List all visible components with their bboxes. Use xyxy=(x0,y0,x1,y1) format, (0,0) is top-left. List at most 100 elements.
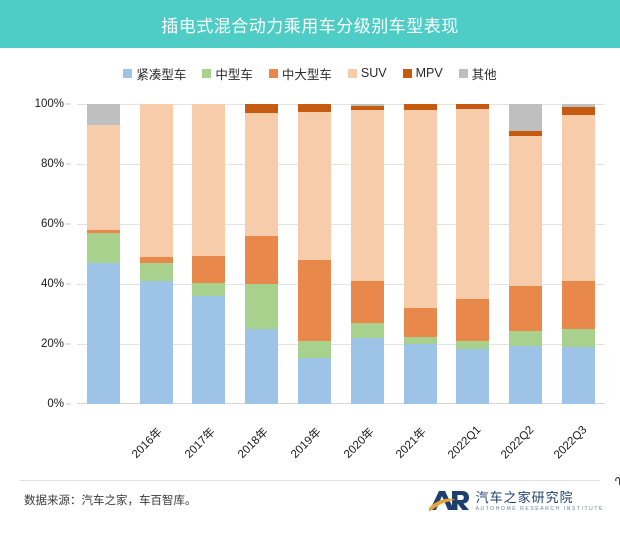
bar-segment[interactable] xyxy=(139,263,173,281)
stacked-bar[interactable] xyxy=(562,104,596,404)
bar-column[interactable] xyxy=(235,104,288,404)
bar-segment[interactable] xyxy=(509,345,543,404)
stacked-bar[interactable] xyxy=(86,104,120,404)
legend-label: 中大型车 xyxy=(281,67,332,82)
bar-segment[interactable] xyxy=(456,299,490,341)
bar-segment[interactable] xyxy=(245,113,279,236)
bar-segment[interactable] xyxy=(403,344,437,404)
bar-segment[interactable] xyxy=(403,110,437,308)
bar-segment[interactable] xyxy=(350,110,384,281)
bar-segment[interactable] xyxy=(509,104,543,131)
bar-segment[interactable] xyxy=(139,281,173,404)
bar-segment[interactable] xyxy=(509,131,543,136)
bar-segment[interactable] xyxy=(86,230,120,233)
bar-column[interactable] xyxy=(447,104,500,404)
bar-segment[interactable] xyxy=(139,257,173,263)
bar-group xyxy=(77,104,605,404)
legend-item-2[interactable]: 中大型车 xyxy=(268,64,332,83)
bar-segment[interactable] xyxy=(509,330,543,346)
chart-legend: 紧凑型车 中型车 中大型车 SUV MPV 其他 xyxy=(0,62,620,84)
legend-item-1[interactable]: 中型车 xyxy=(202,64,253,83)
legend-item-5[interactable]: 其他 xyxy=(458,64,497,83)
bar-segment[interactable] xyxy=(298,260,332,341)
bar-segment[interactable] xyxy=(403,336,437,344)
y-axis-tick-label: 60% xyxy=(40,218,64,230)
x-axis-tick-label: 2022年10月 xyxy=(612,436,620,489)
stacked-bar[interactable] xyxy=(245,104,279,404)
bar-segment[interactable] xyxy=(192,282,226,296)
bar-segment[interactable] xyxy=(350,105,384,110)
bar-segment[interactable] xyxy=(456,341,490,349)
bar-segment[interactable] xyxy=(298,104,332,112)
stacked-bar[interactable] xyxy=(350,104,384,404)
bar-segment[interactable] xyxy=(562,347,596,404)
bar-segment[interactable] xyxy=(245,329,279,404)
plot-wrapper: 0% 20% 40% 60% 80% 100% xyxy=(0,90,620,420)
bar-segment[interactable] xyxy=(245,104,279,113)
y-axis-tick-mark xyxy=(66,283,71,285)
bar-segment[interactable] xyxy=(456,348,490,404)
bar-column[interactable] xyxy=(394,104,447,404)
x-axis-line xyxy=(77,403,605,404)
bar-column[interactable] xyxy=(77,104,130,404)
bar-column[interactable] xyxy=(288,104,341,404)
page-title: 插电式混合动力乘用车分级别车型表现 xyxy=(161,16,459,36)
stacked-bar[interactable] xyxy=(456,104,490,404)
y-axis-tick-mark xyxy=(66,343,71,345)
bar-column[interactable] xyxy=(130,104,183,404)
bar-column[interactable] xyxy=(499,104,552,404)
bar-segment[interactable] xyxy=(245,284,279,329)
x-axis-tick-label: 2020年 xyxy=(341,426,377,461)
bar-segment[interactable] xyxy=(562,114,596,281)
legend-item-4[interactable]: MPV xyxy=(402,66,443,80)
stacked-bar[interactable] xyxy=(139,104,173,404)
stacked-bar[interactable] xyxy=(192,104,226,404)
x-axis-tick-label: 2018年 xyxy=(235,426,271,461)
legend-item-3[interactable]: SUV xyxy=(347,66,387,80)
y-axis-tick-mark xyxy=(66,223,71,225)
y-axis-tick-mark xyxy=(66,163,71,165)
gridline xyxy=(77,104,605,105)
footer-divider xyxy=(20,480,600,481)
legend-label: 其他 xyxy=(471,67,497,82)
bar-segment[interactable] xyxy=(562,329,596,347)
bar-segment[interactable] xyxy=(562,104,596,107)
autohome-research-logo: 汽车之家研究院 AUTOHOME RESEARCH INSTITUTE xyxy=(428,488,604,514)
y-axis-tick-label: 40% xyxy=(40,278,64,290)
stacked-bar[interactable] xyxy=(509,104,543,404)
x-axis-tick-label: 2022Q1 xyxy=(446,424,484,462)
bar-segment[interactable] xyxy=(350,104,384,106)
bar-segment[interactable] xyxy=(192,296,226,404)
bar-segment[interactable] xyxy=(562,107,596,115)
stacked-bar[interactable] xyxy=(298,104,332,404)
bar-segment[interactable] xyxy=(86,104,120,125)
bar-segment[interactable] xyxy=(245,236,279,284)
bar-segment[interactable] xyxy=(562,281,596,329)
bar-column[interactable] xyxy=(552,104,605,404)
legend-item-0[interactable]: 紧凑型车 xyxy=(123,64,186,83)
bar-segment[interactable] xyxy=(192,255,226,283)
logo-en-text: AUTOHOME RESEARCH INSTITUTE xyxy=(475,505,604,512)
y-axis-tick-mark xyxy=(66,403,71,405)
bar-segment[interactable] xyxy=(298,357,332,404)
bar-column[interactable] xyxy=(341,104,394,404)
bar-segment[interactable] xyxy=(509,135,543,286)
bar-segment[interactable] xyxy=(350,338,384,404)
bar-segment[interactable] xyxy=(86,233,120,263)
bar-column[interactable] xyxy=(183,104,236,404)
bar-segment[interactable] xyxy=(192,104,226,256)
bar-segment[interactable] xyxy=(350,323,384,338)
bar-segment[interactable] xyxy=(456,108,490,299)
bar-segment[interactable] xyxy=(86,263,120,404)
bar-segment[interactable] xyxy=(86,125,120,230)
bar-segment[interactable] xyxy=(139,104,173,257)
bar-segment[interactable] xyxy=(509,285,543,331)
bar-segment[interactable] xyxy=(456,104,490,109)
x-axis-labels: 2016年 2017年 2018年 2019年 2020年 2021年 2022Q1 2022… xyxy=(77,418,620,488)
stacked-bar[interactable] xyxy=(403,104,437,404)
bar-segment[interactable] xyxy=(403,308,437,337)
bar-segment[interactable] xyxy=(298,341,332,358)
bar-segment[interactable] xyxy=(298,111,332,260)
bar-segment[interactable] xyxy=(350,281,384,323)
bar-segment[interactable] xyxy=(403,104,437,110)
